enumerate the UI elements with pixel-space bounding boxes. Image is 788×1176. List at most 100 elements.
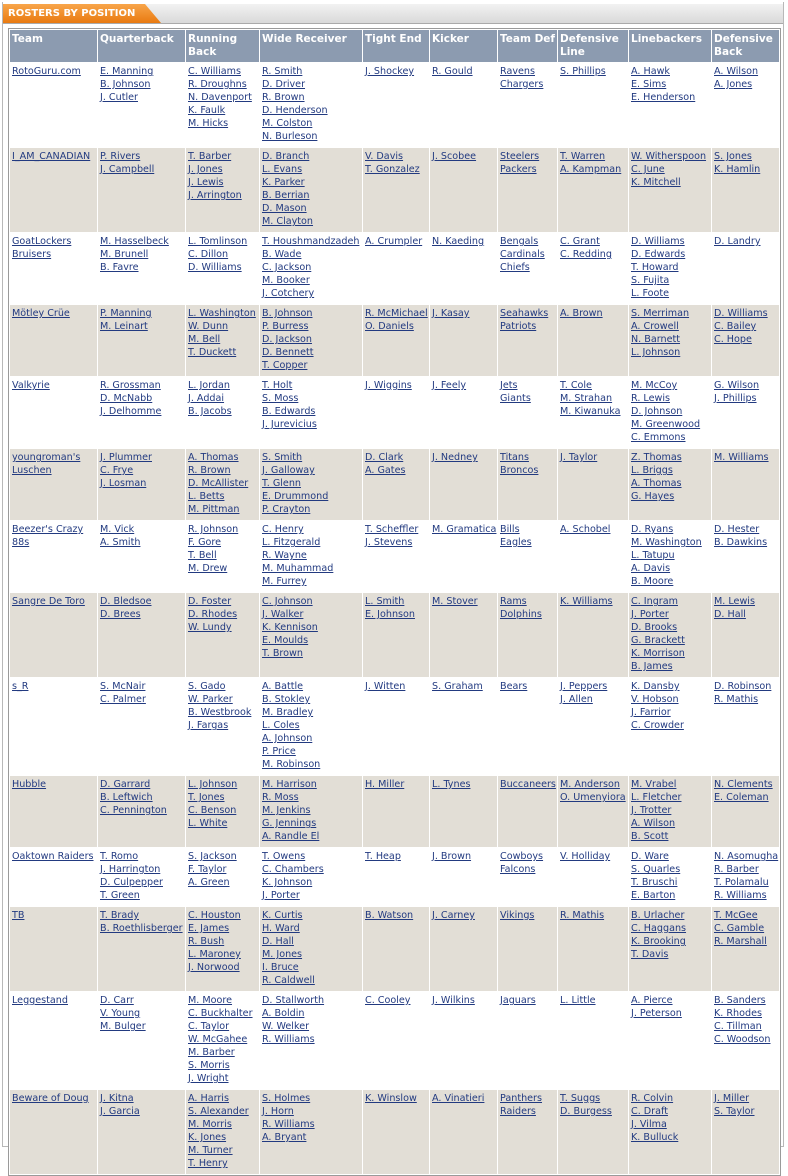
player-link[interactable]: C. Ingram [631, 596, 678, 607]
player-link[interactable]: R. Droughns [188, 79, 247, 90]
player-link[interactable]: R. Moss [262, 792, 299, 803]
player-link[interactable]: N. Burleson [262, 131, 318, 142]
player-link[interactable]: S. Morris [188, 1060, 230, 1071]
player-link[interactable]: S. Taylor [714, 1106, 755, 1117]
player-link[interactable]: K. Dansby [631, 681, 680, 692]
player-link[interactable]: M. Strahan [560, 393, 613, 404]
team-link[interactable]: Beware of Doug [12, 1093, 89, 1104]
player-link[interactable]: D. Williams [714, 308, 768, 319]
player-link[interactable]: Buccaneers [500, 779, 556, 790]
player-link[interactable]: A. Thomas [631, 478, 682, 489]
player-link[interactable]: H. Ward [262, 923, 300, 934]
player-link[interactable]: V. Young [100, 1008, 141, 1019]
player-link[interactable]: M. Robinson [262, 759, 321, 770]
player-link[interactable]: M. Colston [262, 118, 313, 129]
player-link[interactable]: B. Stokley [262, 694, 311, 705]
player-link[interactable]: L. White [188, 818, 228, 829]
player-link[interactable]: D. Carr [100, 995, 134, 1006]
player-link[interactable]: M. Anderson [560, 779, 620, 790]
player-link[interactable]: R. Lewis [631, 393, 671, 404]
player-link[interactable]: M. Bulger [100, 1021, 146, 1032]
player-link[interactable]: T. Suggs [560, 1093, 601, 1104]
player-link[interactable]: R. Barber [714, 864, 759, 875]
player-link[interactable]: C. Palmer [100, 694, 146, 705]
player-link[interactable]: W. Lundy [188, 622, 232, 633]
player-link[interactable]: R. Bush [188, 936, 225, 947]
player-link[interactable]: S. Alexander [188, 1106, 249, 1117]
player-link[interactable]: J. Cutler [100, 92, 138, 103]
player-link[interactable]: R. Gould [432, 66, 473, 77]
player-link[interactable]: Jaguars [500, 995, 536, 1006]
player-link[interactable]: B. Leftwich [100, 792, 153, 803]
player-link[interactable]: H. Miller [365, 779, 405, 790]
player-link[interactable]: B. Favre [100, 262, 139, 273]
player-link[interactable]: S. Jones [714, 151, 752, 162]
player-link[interactable]: C. Haggans [631, 923, 687, 934]
player-link[interactable]: T. Romo [100, 851, 139, 862]
player-link[interactable]: D. Johnson [631, 406, 683, 417]
player-link[interactable]: A. Harris [188, 1093, 229, 1104]
player-link[interactable]: G. Jennings [262, 818, 317, 829]
player-link[interactable]: M. Vick [100, 524, 135, 535]
player-link[interactable]: C. Johnson [262, 596, 313, 607]
player-link[interactable]: D. Williams [631, 236, 685, 247]
player-link[interactable]: S. Graham [432, 681, 483, 692]
player-link[interactable]: T. Houshmandzadeh [262, 236, 360, 247]
player-link[interactable]: M. Lewis [714, 596, 755, 607]
player-link[interactable]: M. Pittman [188, 504, 240, 515]
player-link[interactable]: D. Branch [262, 151, 310, 162]
player-link[interactable]: J. Feely [432, 380, 467, 391]
player-link[interactable]: Cowboys [500, 851, 544, 862]
player-link[interactable]: A. Vinatieri [432, 1093, 485, 1104]
player-link[interactable]: V. Holliday [560, 851, 611, 862]
player-link[interactable]: S. Holmes [262, 1093, 311, 1104]
player-link[interactable]: B. Johnson [100, 79, 151, 90]
player-link[interactable]: B. Westbrook [188, 707, 252, 718]
player-link[interactable]: C. June [631, 164, 665, 175]
player-link[interactable]: Jets [500, 380, 518, 391]
player-link[interactable]: J. Norwood [188, 962, 240, 973]
player-link[interactable]: A. Pierce [631, 995, 673, 1006]
player-link[interactable]: Packers [500, 164, 537, 175]
player-link[interactable]: R. Colvin [631, 1093, 674, 1104]
player-link[interactable]: B. Roethlisberger [100, 923, 183, 934]
player-link[interactable]: E. Moulds [262, 635, 309, 646]
player-link[interactable]: M. Greenwood [631, 419, 701, 430]
team-link[interactable]: Sangre De Toro [12, 596, 85, 607]
player-link[interactable]: D. Henderson [262, 105, 328, 116]
player-link[interactable]: S. McNair [100, 681, 146, 692]
player-link[interactable]: L. Fitzgerald [262, 537, 321, 548]
player-link[interactable]: B. Jacobs [188, 406, 232, 417]
player-link[interactable]: J. Wiggins [365, 380, 412, 391]
player-link[interactable]: V. Davis [365, 151, 404, 162]
player-link[interactable]: R. Williams [262, 1119, 315, 1130]
player-link[interactable]: J. Fargas [188, 720, 229, 731]
player-link[interactable]: N. Barnett [631, 334, 681, 345]
player-link[interactable]: N. Kaeding [432, 236, 485, 247]
player-link[interactable]: S. Quarles [631, 864, 681, 875]
player-link[interactable]: L. Johnson [188, 779, 238, 790]
player-link[interactable]: A. Gates [365, 465, 406, 476]
player-link[interactable]: D. Williams [188, 262, 242, 273]
player-link[interactable]: J. Kasay [432, 308, 470, 319]
player-link[interactable]: E. Coleman [714, 792, 769, 803]
player-link[interactable]: C. Woodson [714, 1034, 771, 1045]
player-link[interactable]: L. Jordan [188, 380, 230, 391]
player-link[interactable]: Bills [500, 524, 520, 535]
player-link[interactable]: A. Brown [560, 308, 603, 319]
player-link[interactable]: D. Garrard [100, 779, 151, 790]
player-link[interactable]: J. Losman [100, 478, 147, 489]
player-link[interactable]: A. Jones [714, 79, 753, 90]
player-link[interactable]: D. Culpepper [100, 877, 163, 888]
player-link[interactable]: M. Barber [188, 1047, 235, 1058]
player-link[interactable]: A. Bryant [262, 1132, 307, 1143]
player-link[interactable]: D. Clark [365, 452, 404, 463]
player-link[interactable]: A. Davis [631, 563, 671, 574]
player-link[interactable]: R. Williams [262, 1034, 315, 1045]
player-link[interactable]: B. Dawkins [714, 537, 768, 548]
player-link[interactable]: O. Umenyiora [560, 792, 626, 803]
player-link[interactable]: B. James [631, 661, 673, 672]
player-link[interactable]: D. Ware [631, 851, 669, 862]
player-link[interactable]: Panthers [500, 1093, 543, 1104]
player-link[interactable]: R. Brown [188, 465, 231, 476]
